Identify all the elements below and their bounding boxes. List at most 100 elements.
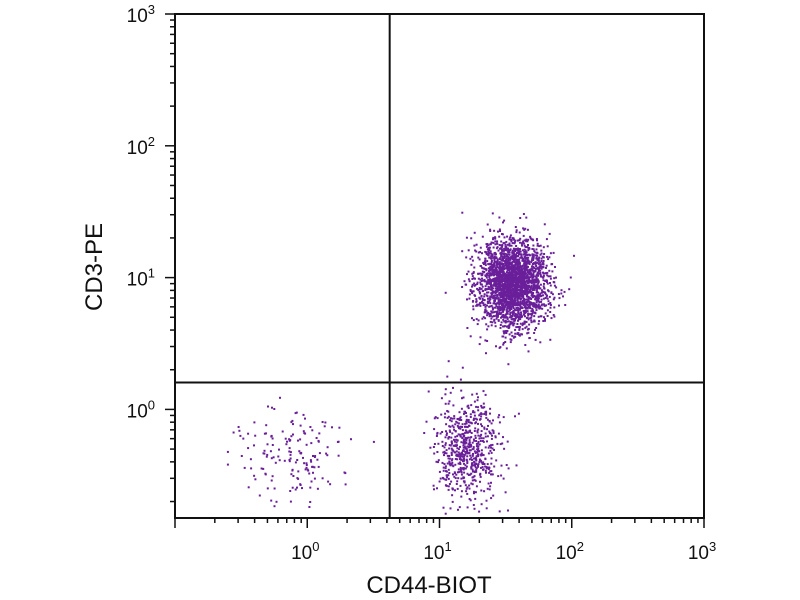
data-point [498, 216, 501, 219]
data-point [292, 433, 294, 436]
x-tick-label: 101 [423, 539, 451, 564]
data-point [528, 247, 530, 250]
data-point [499, 279, 502, 282]
data-point [445, 470, 448, 473]
data-point [480, 404, 483, 407]
data-point [444, 393, 447, 396]
data-point [519, 303, 522, 306]
data-point [288, 450, 291, 453]
data-point [283, 459, 286, 462]
data-point [481, 425, 483, 428]
data-point [433, 488, 435, 491]
data-point [271, 406, 273, 409]
data-point [526, 316, 529, 319]
data-point [496, 297, 499, 300]
data-point [496, 285, 499, 288]
data-point [483, 263, 485, 265]
data-point [525, 216, 528, 219]
data-point [517, 291, 519, 294]
data-point [337, 440, 340, 443]
data-point [481, 285, 484, 288]
data-point [535, 279, 538, 282]
data-point [493, 256, 496, 258]
data-point [451, 449, 454, 451]
data-point [527, 318, 530, 321]
data-point [462, 396, 465, 399]
data-point [445, 484, 448, 487]
data-point [266, 443, 269, 446]
data-point [253, 421, 256, 424]
data-point [288, 438, 291, 441]
data-point [495, 305, 498, 308]
data-point [514, 284, 516, 287]
data-point [492, 269, 495, 272]
data-point [512, 237, 515, 240]
data-point [531, 268, 534, 271]
data-point [494, 273, 497, 276]
data-point [489, 444, 492, 447]
data-point [243, 466, 246, 469]
data-point [462, 455, 464, 458]
data-point [466, 426, 469, 429]
data-point [490, 470, 493, 473]
data-point [297, 439, 299, 442]
data-point [477, 455, 480, 458]
data-point [480, 280, 483, 282]
data-point [488, 313, 491, 316]
data-point [530, 310, 533, 313]
data-point [530, 298, 533, 300]
data-point [518, 253, 520, 256]
data-point [491, 264, 494, 267]
data-point [537, 262, 540, 265]
data-point [500, 316, 502, 319]
data-point [540, 252, 543, 255]
data-point [323, 425, 326, 428]
data-point [500, 263, 503, 266]
data-point [514, 317, 517, 320]
data-point [505, 297, 508, 300]
data-point [482, 437, 485, 440]
data-point [460, 458, 463, 461]
data-point [459, 378, 462, 381]
data-point [456, 424, 459, 427]
data-point [289, 439, 292, 442]
data-point [443, 450, 446, 453]
data-point [534, 261, 537, 264]
x-tick-label: 103 [688, 539, 716, 564]
data-point [509, 278, 512, 281]
data-point [274, 461, 277, 464]
data-point [509, 249, 512, 252]
data-point [488, 249, 491, 251]
data-point [531, 265, 533, 268]
data-point [520, 289, 523, 291]
data-point [545, 238, 548, 241]
data-point [541, 291, 544, 294]
data-point [527, 256, 530, 259]
data-point [495, 345, 497, 348]
data-point [492, 287, 495, 290]
data-point [550, 263, 553, 266]
data-point [515, 295, 518, 298]
data-point [260, 467, 263, 470]
data-point [498, 287, 501, 290]
data-point [488, 444, 491, 447]
data-point [517, 310, 520, 312]
data-point [463, 481, 466, 484]
data-point [500, 281, 503, 284]
data-point [498, 261, 501, 264]
data-point [270, 457, 273, 460]
data-point [456, 458, 459, 461]
data-point [521, 276, 524, 278]
data-point [461, 437, 464, 440]
data-point [529, 273, 531, 276]
data-point [526, 246, 529, 249]
data-point [499, 326, 502, 329]
data-point [492, 290, 495, 293]
data-point [517, 255, 519, 258]
data-point [485, 273, 488, 275]
data-point [495, 317, 498, 320]
data-point [425, 420, 428, 423]
data-point [510, 240, 513, 243]
data-point [513, 238, 515, 241]
data-point [448, 400, 451, 403]
